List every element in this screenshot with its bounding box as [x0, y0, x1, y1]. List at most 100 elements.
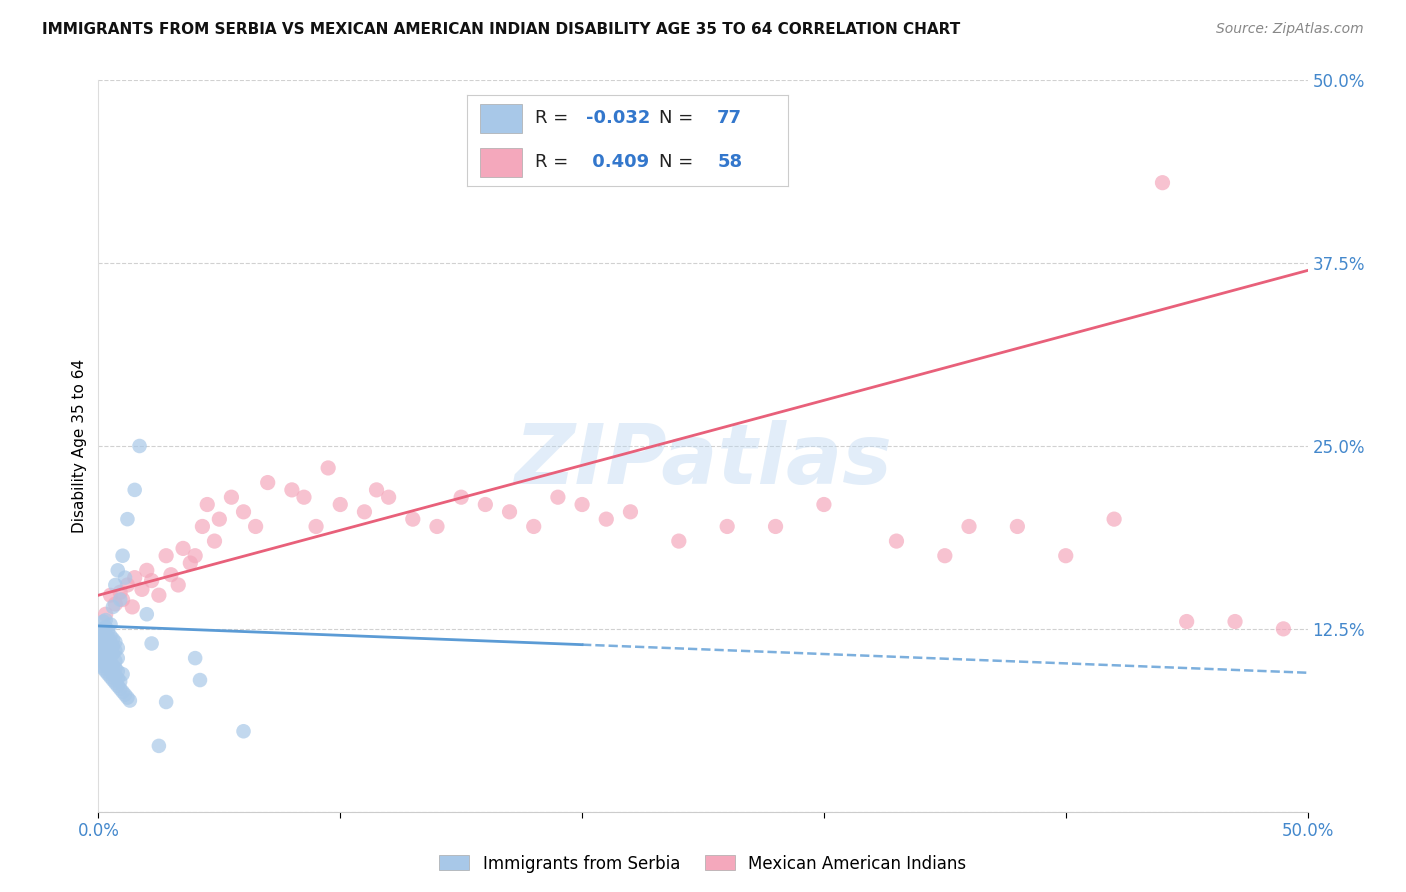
Point [366, 483, 388, 497]
Point [160, 567, 183, 582]
Point [141, 636, 163, 650]
Point [571, 498, 593, 512]
Point [94, 613, 117, 627]
Point [450, 490, 472, 504]
Point [221, 490, 243, 504]
Point [91, 640, 114, 654]
Point [97, 660, 120, 674]
Point [90, 654, 112, 668]
Point [118, 693, 141, 707]
Point [232, 505, 254, 519]
Point [90, 658, 112, 673]
Point [131, 582, 153, 597]
Point [90, 647, 112, 661]
Point [100, 629, 122, 643]
Point [107, 672, 129, 686]
Point [91, 626, 114, 640]
Point [191, 519, 214, 533]
Point [172, 541, 194, 556]
Point [100, 670, 122, 684]
Point [167, 578, 190, 592]
Point [104, 654, 127, 668]
Point [245, 519, 267, 533]
Point [91, 661, 114, 675]
Point [128, 439, 150, 453]
Point [135, 607, 157, 622]
Point [1007, 519, 1029, 533]
Point [155, 695, 177, 709]
Point [305, 519, 328, 533]
Point [94, 628, 117, 642]
Point [114, 688, 136, 702]
Point [1223, 615, 1246, 629]
Point [523, 519, 546, 533]
Point [111, 685, 134, 699]
Point [111, 592, 134, 607]
Point [94, 665, 117, 679]
Point [716, 519, 738, 533]
Point [100, 663, 122, 677]
Point [108, 592, 131, 607]
Point [668, 534, 690, 549]
Point [155, 549, 177, 563]
Point [91, 644, 114, 658]
Point [94, 620, 117, 634]
Point [188, 673, 211, 687]
Point [402, 512, 425, 526]
Point [957, 519, 980, 533]
Point [100, 588, 122, 602]
Point [204, 534, 226, 549]
Point [117, 690, 139, 705]
Point [886, 534, 908, 549]
Point [292, 490, 315, 504]
Point [1175, 615, 1198, 629]
Point [101, 640, 124, 654]
Point [108, 585, 131, 599]
Point [94, 635, 117, 649]
Point [104, 597, 127, 611]
Point [547, 490, 569, 504]
Legend: Immigrants from Serbia, Mexican American Indians: Immigrants from Serbia, Mexican American… [433, 848, 973, 880]
Point [97, 652, 120, 666]
Point [1152, 176, 1174, 190]
Point [1272, 622, 1295, 636]
Point [107, 679, 129, 693]
Point [107, 665, 129, 679]
Point [426, 519, 449, 533]
Point [179, 556, 201, 570]
Point [97, 645, 120, 659]
Point [813, 498, 835, 512]
Point [329, 498, 352, 512]
Point [107, 563, 129, 577]
Point [94, 642, 117, 657]
Point [114, 571, 136, 585]
Point [117, 578, 139, 592]
Point [91, 615, 114, 629]
Point [232, 724, 254, 739]
Point [107, 651, 129, 665]
Point [90, 636, 112, 650]
Point [104, 668, 127, 682]
Point [94, 607, 117, 622]
Point [256, 475, 278, 490]
Point [97, 667, 120, 681]
Point [101, 599, 124, 614]
Point [100, 617, 122, 632]
Point [595, 512, 617, 526]
Point [377, 490, 399, 504]
Point [104, 578, 127, 592]
Point [91, 633, 114, 648]
Point [100, 649, 122, 664]
Point [124, 483, 146, 497]
Point [107, 640, 129, 655]
Point [97, 624, 120, 638]
Text: ZIPatlas: ZIPatlas [515, 420, 891, 501]
Point [184, 651, 207, 665]
Point [100, 642, 122, 657]
Point [934, 549, 956, 563]
Point [91, 651, 114, 665]
Point [195, 498, 218, 512]
Point [97, 638, 120, 652]
Point [90, 629, 112, 643]
Point [135, 563, 157, 577]
